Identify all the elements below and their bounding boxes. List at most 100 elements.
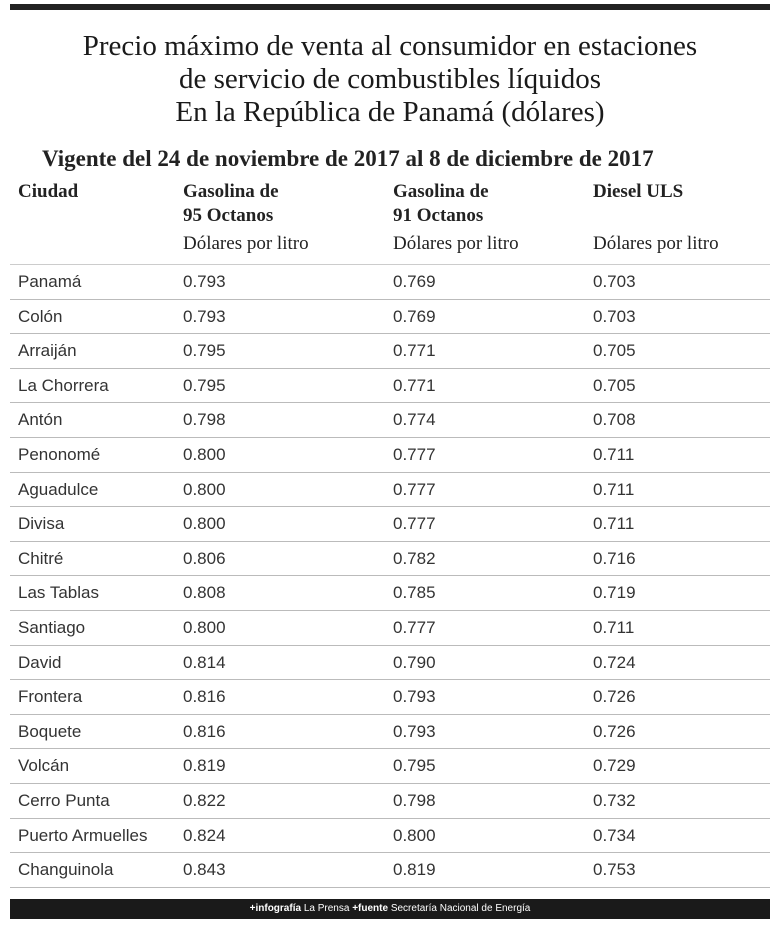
cell: 0.790 <box>393 652 436 672</box>
title-line: En la República de Panamá (dólares) <box>175 96 605 128</box>
cell: 0.819 <box>393 860 436 880</box>
cell: Boquete <box>18 721 82 741</box>
row-divider <box>10 540 770 542</box>
row-divider <box>10 886 770 888</box>
cell: La Chorrera <box>18 375 109 395</box>
cell: 0.782 <box>393 548 436 568</box>
cell: Volcán <box>18 756 70 776</box>
cell: 0.726 <box>593 687 636 707</box>
cell: 0.769 <box>393 306 436 326</box>
column-unit: Dólares por litro <box>183 233 309 254</box>
row-divider <box>10 506 770 508</box>
cell: 0.793 <box>183 272 226 291</box>
cell: Puerto Armuelles <box>18 825 148 845</box>
cell: 0.798 <box>183 410 226 430</box>
cell: 0.800 <box>393 825 436 845</box>
cell: 0.708 <box>593 410 636 430</box>
cell: 0.793 <box>183 306 226 326</box>
row-divider <box>10 644 770 646</box>
row-divider <box>10 575 770 577</box>
subtitle: Vigente del 24 de noviembre de 2017 al 8… <box>42 146 654 171</box>
row-divider <box>10 852 770 854</box>
row-divider <box>10 402 770 404</box>
column-header: 91 Octanos <box>393 205 484 226</box>
cell: 0.808 <box>183 583 226 603</box>
cell: 0.703 <box>593 306 636 326</box>
cell: 0.726 <box>593 721 636 741</box>
cell: 0.800 <box>183 479 226 499</box>
row-divider <box>10 471 770 473</box>
cell: 0.800 <box>183 445 226 464</box>
row-divider <box>10 333 770 335</box>
cell: 0.822 <box>183 791 226 810</box>
cell: Antón <box>18 410 63 430</box>
cell: Las Tablas <box>18 583 99 603</box>
cell: Colón <box>18 306 63 326</box>
cell: 0.777 <box>393 445 436 464</box>
cell: 0.777 <box>393 618 436 637</box>
cell: David <box>18 652 62 672</box>
cell: Divisa <box>18 514 65 534</box>
cell: 0.800 <box>183 618 226 637</box>
column-header: Diesel ULS <box>593 181 684 202</box>
column-unit: Dólares por litro <box>593 233 719 254</box>
cell: 0.816 <box>183 721 226 741</box>
top-bar <box>10 4 770 10</box>
row-divider <box>10 783 770 784</box>
cell: 0.705 <box>593 375 636 395</box>
row-divider <box>10 367 770 369</box>
title-line: Precio máximo de venta al consumidor en … <box>82 30 698 62</box>
source: Secretaría Nacional de Energía <box>390 903 531 914</box>
cell: 0.716 <box>593 548 636 568</box>
cell: 0.777 <box>393 514 436 534</box>
cell: 0.793 <box>393 721 436 741</box>
cell: 0.711 <box>593 445 635 464</box>
cell: 0.729 <box>593 756 636 776</box>
cell: 0.771 <box>393 375 436 395</box>
row-divider <box>10 713 770 715</box>
cell: Cerro Punta <box>18 791 110 810</box>
cell: Aguadulce <box>18 479 99 499</box>
cell: 0.793 <box>393 687 436 707</box>
cell: 0.816 <box>183 687 226 707</box>
header-divider <box>10 264 770 265</box>
cell: 0.734 <box>593 825 636 845</box>
cell: 0.771 <box>393 341 436 361</box>
row-divider <box>10 748 770 750</box>
cell: 0.724 <box>593 652 636 672</box>
cell: 0.814 <box>183 652 226 672</box>
cell: 0.711 <box>593 514 635 534</box>
row-divider <box>10 437 770 438</box>
cell: 0.785 <box>393 583 436 603</box>
cell: 0.777 <box>393 479 436 499</box>
row-divider <box>10 610 770 611</box>
cell: 0.795 <box>183 375 226 395</box>
credit: La Prensa <box>303 903 350 914</box>
cell: 0.719 <box>593 583 636 603</box>
column-header: Gasolina de <box>183 181 279 202</box>
cell: Panamá <box>18 272 82 291</box>
footer: +infografía La Prensa +fuente Secretaría… <box>10 899 770 919</box>
column-header: Ciudad <box>18 181 79 202</box>
cell: Arraiján <box>18 341 77 361</box>
cell: 0.705 <box>593 341 636 361</box>
cell: 0.806 <box>183 548 226 568</box>
cell: 0.795 <box>393 756 436 776</box>
column-header: Gasolina de <box>393 181 489 202</box>
cell: 0.824 <box>183 825 226 845</box>
cell: 0.711 <box>593 479 635 499</box>
cell: 0.711 <box>593 618 635 637</box>
column-unit: Dólares por litro <box>393 233 519 254</box>
cell: Penonomé <box>18 445 101 464</box>
row-divider <box>10 817 770 819</box>
cell: 0.800 <box>183 514 226 534</box>
credit-label: +infografía <box>249 903 302 914</box>
cell: 0.798 <box>393 791 436 810</box>
cell: 0.753 <box>593 860 636 880</box>
cell: 0.732 <box>593 791 636 810</box>
cell: 0.703 <box>593 272 636 291</box>
title-line: de servicio de combustibles líquidos <box>178 63 602 95</box>
cell: 0.843 <box>183 860 226 880</box>
cell: Santiago <box>18 618 86 637</box>
row-divider <box>10 679 770 681</box>
